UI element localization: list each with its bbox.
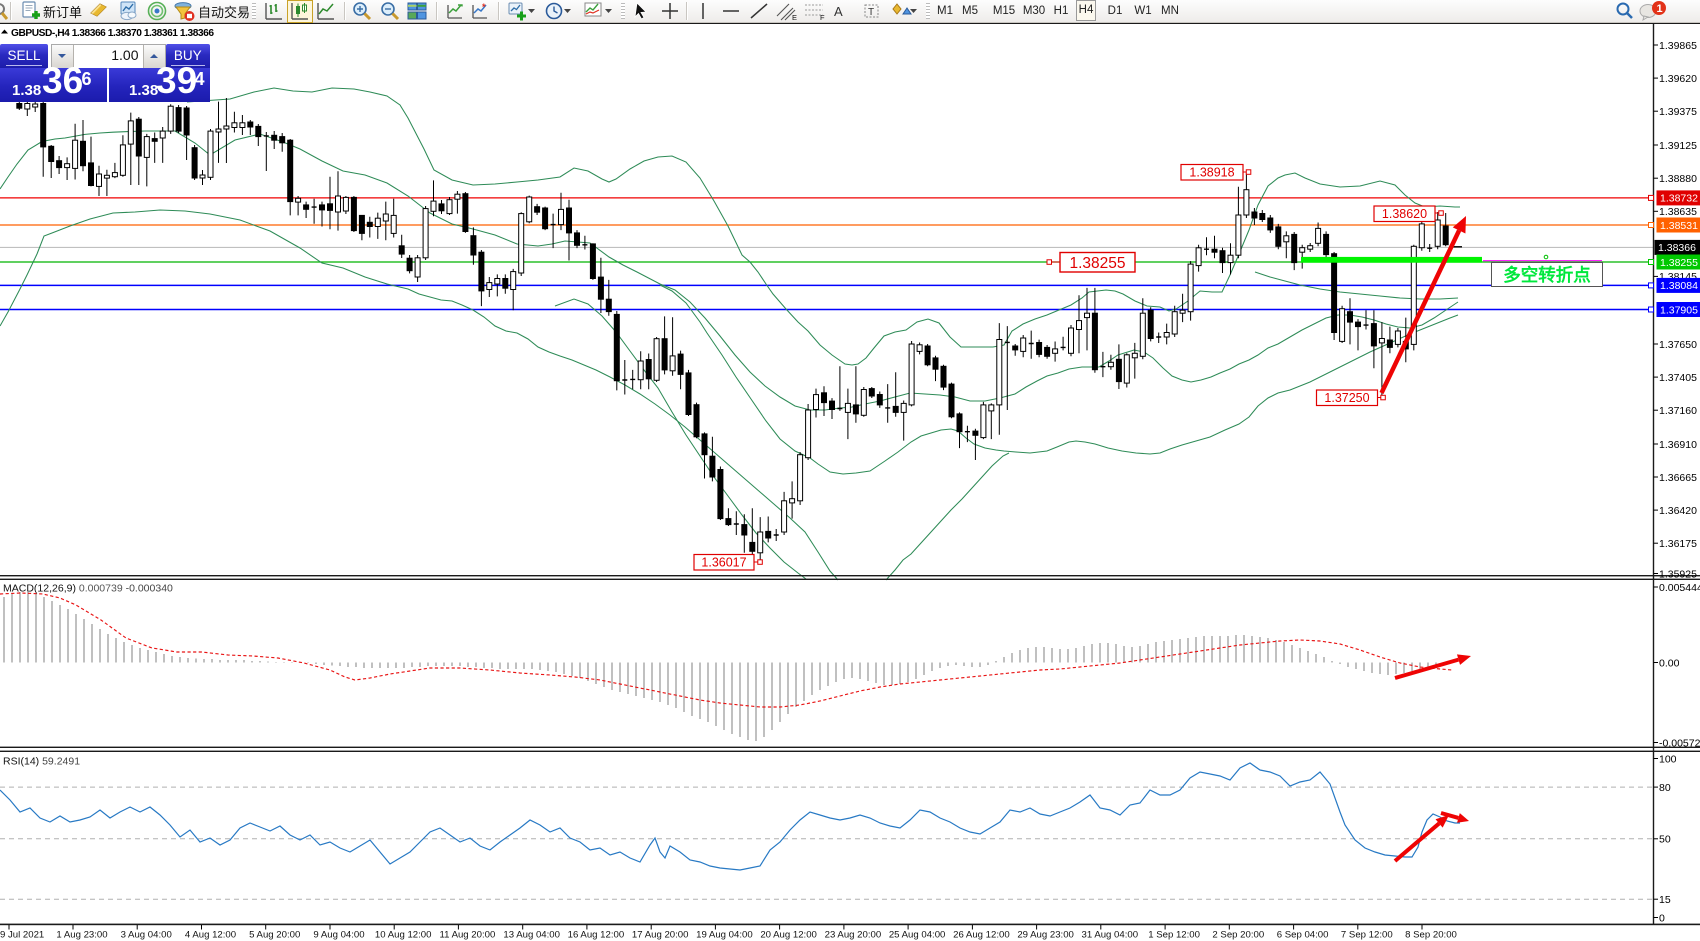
svg-text:2 Sep 20:00: 2 Sep 20:00	[1212, 930, 1264, 941]
svg-text:7 Sep 12:00: 7 Sep 12:00	[1341, 930, 1393, 941]
svg-text:1 Aug 23:00: 1 Aug 23:00	[56, 930, 107, 941]
svg-text:6 Sep 04:00: 6 Sep 04:00	[1277, 930, 1329, 941]
svg-text:1: 1	[1657, 3, 1663, 15]
svg-text:E: E	[792, 13, 797, 22]
svg-text:8 Sep 20:00: 8 Sep 20:00	[1405, 930, 1457, 941]
svg-text:5 Aug 20:00: 5 Aug 20:00	[249, 930, 300, 941]
svg-text:1.35925: 1.35925	[1659, 568, 1697, 580]
svg-text:9 Jul 2021: 9 Jul 2021	[0, 930, 44, 941]
svg-text:1 Sep 12:00: 1 Sep 12:00	[1148, 930, 1200, 941]
svg-text:T: T	[868, 7, 874, 18]
svg-text:1.38084: 1.38084	[1660, 280, 1698, 292]
svg-text:1.38255: 1.38255	[1660, 257, 1698, 269]
svg-text:26 Aug 12:00: 26 Aug 12:00	[953, 930, 1010, 941]
svg-text:19 Aug 04:00: 19 Aug 04:00	[696, 930, 753, 941]
svg-text:MACD(12,26,9) 0.000739 -0.0003: MACD(12,26,9) 0.000739 -0.000340	[3, 583, 173, 595]
svg-text:29 Aug 23:00: 29 Aug 23:00	[1017, 930, 1074, 941]
svg-text:1.38918: 1.38918	[1189, 166, 1234, 180]
svg-text:17 Aug 20:00: 17 Aug 20:00	[632, 930, 689, 941]
svg-text:23 Aug 20:00: 23 Aug 20:00	[825, 930, 882, 941]
svg-text:4 Aug 12:00: 4 Aug 12:00	[185, 930, 236, 941]
svg-text:10 Aug 12:00: 10 Aug 12:00	[375, 930, 432, 941]
svg-text:1.39620: 1.39620	[1659, 73, 1697, 85]
svg-text:1.39865: 1.39865	[1659, 40, 1697, 52]
svg-text:1.38732: 1.38732	[1660, 193, 1698, 205]
svg-text:1.36175: 1.36175	[1659, 538, 1697, 550]
svg-text:13 Aug 04:00: 13 Aug 04:00	[503, 930, 560, 941]
svg-text:多空转折点: 多空转折点	[1503, 265, 1591, 285]
svg-text:20 Aug 12:00: 20 Aug 12:00	[760, 930, 817, 941]
svg-text:1.39125: 1.39125	[1659, 140, 1697, 152]
svg-text:15: 15	[1659, 894, 1671, 906]
svg-text:11 Aug 20:00: 11 Aug 20:00	[439, 930, 495, 941]
svg-text:1.37905: 1.37905	[1660, 304, 1698, 316]
svg-text:F: F	[820, 13, 825, 22]
svg-text:1.36665: 1.36665	[1659, 472, 1697, 484]
svg-text:1.37650: 1.37650	[1659, 339, 1697, 351]
svg-text:1.37160: 1.37160	[1659, 405, 1697, 417]
svg-text:1.36910: 1.36910	[1659, 439, 1697, 451]
svg-text:1.36017: 1.36017	[701, 556, 746, 570]
svg-text:1.37250: 1.37250	[1324, 391, 1369, 405]
svg-text:0: 0	[1659, 912, 1665, 924]
svg-text:1.38366: 1.38366	[1658, 242, 1696, 254]
svg-text:1.37405: 1.37405	[1659, 372, 1697, 384]
svg-text:100: 100	[1659, 753, 1677, 765]
svg-text:0.00: 0.00	[1659, 657, 1680, 669]
svg-text:3 Aug 04:00: 3 Aug 04:00	[121, 930, 172, 941]
svg-text:16 Aug 12:00: 16 Aug 12:00	[568, 930, 625, 941]
svg-text:1.38255: 1.38255	[1069, 255, 1125, 272]
svg-text:9 Aug 04:00: 9 Aug 04:00	[313, 930, 364, 941]
svg-text:31 Aug 04:00: 31 Aug 04:00	[1082, 930, 1139, 941]
svg-text:50: 50	[1659, 834, 1671, 846]
svg-text:1.38635: 1.38635	[1659, 206, 1697, 218]
svg-text:RSI(14) 59.2491: RSI(14) 59.2491	[3, 756, 80, 768]
svg-text:GBPUSD-,H4 1.38366 1.38370 1.: GBPUSD-,H4 1.38366 1.38370 1.38361 1.383…	[11, 28, 214, 39]
svg-text:1.39375: 1.39375	[1659, 106, 1697, 118]
svg-text:-0.005721: -0.005721	[1659, 737, 1700, 749]
svg-text:0.005444: 0.005444	[1659, 582, 1700, 594]
svg-text:25 Aug 04:00: 25 Aug 04:00	[889, 930, 946, 941]
svg-text:1.36420: 1.36420	[1659, 505, 1697, 517]
svg-text:1.38880: 1.38880	[1659, 173, 1697, 185]
svg-text:1.38620: 1.38620	[1382, 207, 1427, 221]
svg-text:*: *	[482, 2, 486, 12]
svg-text:1.38531: 1.38531	[1660, 220, 1698, 232]
svg-text:80: 80	[1659, 782, 1671, 794]
